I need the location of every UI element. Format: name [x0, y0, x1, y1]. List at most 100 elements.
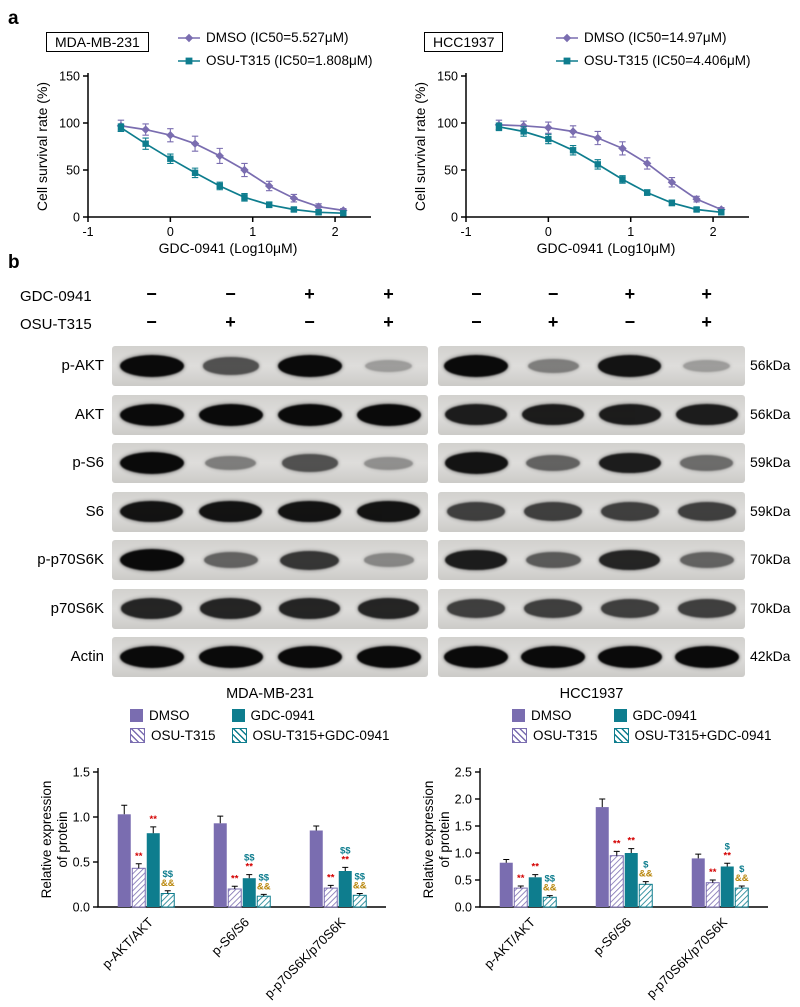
bar-OSU-T315+GDC-0941 [160, 893, 175, 908]
legend-item: OSU-T315+GDC-0941 [613, 728, 771, 743]
kda-label: 42kDa [750, 648, 791, 664]
significance-label: ** [231, 873, 239, 884]
data-point-diamond [190, 139, 200, 148]
error-bar [532, 874, 539, 878]
y-tick-label: 1.5 [455, 820, 472, 834]
band [199, 500, 262, 523]
y-tick-label: 150 [59, 70, 80, 84]
survival-chart-HCC1937: HCC1937 DMSO (IC50=14.97μM) OSU-T315 (IC50… [408, 18, 780, 258]
significance-label: ** [532, 862, 540, 873]
protein-label: Actin [70, 648, 104, 665]
bar-GDC-0941 [624, 853, 638, 907]
solid-swatch-icon [231, 709, 245, 722]
y-tick-label: 0.5 [73, 856, 90, 870]
treatment-sign: − [471, 284, 482, 304]
expression-chart-MDA-MB-231: DMSO GDC-0941 OSU-T315 OSU-T315+GDC-0941 0.0… [38, 702, 416, 1007]
error-bar [642, 881, 649, 885]
series-line-DMSO [498, 124, 722, 211]
expression-chart-HCC1937: DMSO GDC-0941 OSU-T315 OSU-T315+GDC-0941 0.0… [420, 702, 798, 1007]
data-point-square [142, 140, 149, 147]
x-axis-label: GDC-0941 (Log10μM) [537, 240, 676, 256]
data-point-diamond [692, 194, 701, 204]
error-bar [260, 893, 267, 897]
data-point-diamond [314, 202, 323, 211]
data-point-square [495, 123, 503, 130]
band [447, 502, 506, 521]
band [521, 646, 586, 668]
significance-label: $ [725, 841, 731, 852]
y-axis-label: Relative expression [421, 781, 436, 899]
band [600, 502, 659, 521]
bar-DMSO [213, 823, 227, 907]
blot-AKT-left [112, 394, 428, 435]
bar-OSU-T315+GDC-0941 [352, 894, 367, 908]
kda-label: 56kDa [750, 357, 791, 373]
error-bar [135, 863, 142, 869]
blot-p-AKT-right [438, 346, 745, 386]
significance-label: ** [724, 850, 732, 861]
y-axis-label: Cell survival rate (%) [412, 82, 428, 211]
bar-GDC-0941 [528, 877, 542, 907]
kda-label: 59kDa [750, 454, 791, 470]
legend-marker-icon [178, 57, 200, 64]
band [277, 403, 342, 426]
significance-label: $$ [354, 872, 365, 883]
data-point-diamond [240, 165, 249, 175]
band [526, 455, 581, 471]
band [279, 598, 340, 619]
band [121, 598, 182, 619]
band [677, 502, 736, 521]
significance-label: $$ [244, 853, 255, 864]
band [447, 599, 506, 618]
y-tick-label: 150 [437, 70, 458, 84]
error-bar [546, 895, 553, 898]
data-point-square [718, 209, 725, 216]
treatment-label: OSU-T315 [20, 316, 92, 333]
chart-legend: DMSO GDC-0941 OSU-T315 OSU-T315+GDC-0941 [130, 708, 389, 743]
treatment-sign: − [146, 284, 157, 304]
category-label: p-p70S6K/p70S6K [643, 914, 730, 1001]
significance-label: && [735, 873, 749, 884]
y-tick-label: 100 [437, 117, 458, 131]
y-tick-label: 1.5 [73, 766, 90, 780]
legend-label: GDC-0941 [250, 708, 316, 723]
x-tick-label: 1 [249, 225, 256, 239]
error-bar [709, 879, 716, 883]
legend-label: OSU-T315 [151, 728, 216, 743]
legend-marker-icon [178, 33, 200, 42]
y-axis-label: of protein [55, 811, 70, 867]
significance-label: $$ [544, 874, 555, 885]
bar-DMSO [499, 862, 513, 907]
data-point-square [520, 128, 527, 135]
solid-swatch-icon [512, 709, 525, 722]
bar-DMSO [309, 830, 323, 907]
legend-label: OSU-T315+GDC-0941 [252, 728, 390, 743]
series-line-OSU-T315 [498, 125, 722, 214]
data-point-square [241, 194, 248, 201]
category-label: p-p70S6K/p70S6K [261, 914, 348, 1001]
y-tick-label: 2.5 [455, 766, 472, 780]
bar-DMSO [595, 807, 609, 907]
band [277, 355, 342, 377]
kda-label: 70kDa [750, 599, 791, 616]
data-point-diamond [141, 125, 150, 134]
data-point-square [185, 57, 193, 64]
band [682, 359, 731, 373]
error-bar [246, 874, 253, 879]
data-point-square [117, 124, 125, 131]
band [600, 599, 659, 618]
band [444, 355, 509, 377]
band [363, 553, 414, 567]
blot-p-S6-right [438, 443, 745, 483]
y-axis-label: Cell survival rate (%) [34, 82, 50, 211]
error-bar [695, 853, 702, 859]
significance-label: $ [643, 860, 649, 871]
error-bar [164, 890, 171, 894]
significance-label: $ [739, 864, 745, 875]
significance-label: && [639, 869, 653, 880]
treatment-sign: + [304, 284, 315, 304]
error-bar [503, 858, 510, 863]
survival-chart-MDA-MB-231: MDA-MB-231 DMSO (IC50=5.527μM) OSU-T315 (I… [30, 18, 402, 258]
